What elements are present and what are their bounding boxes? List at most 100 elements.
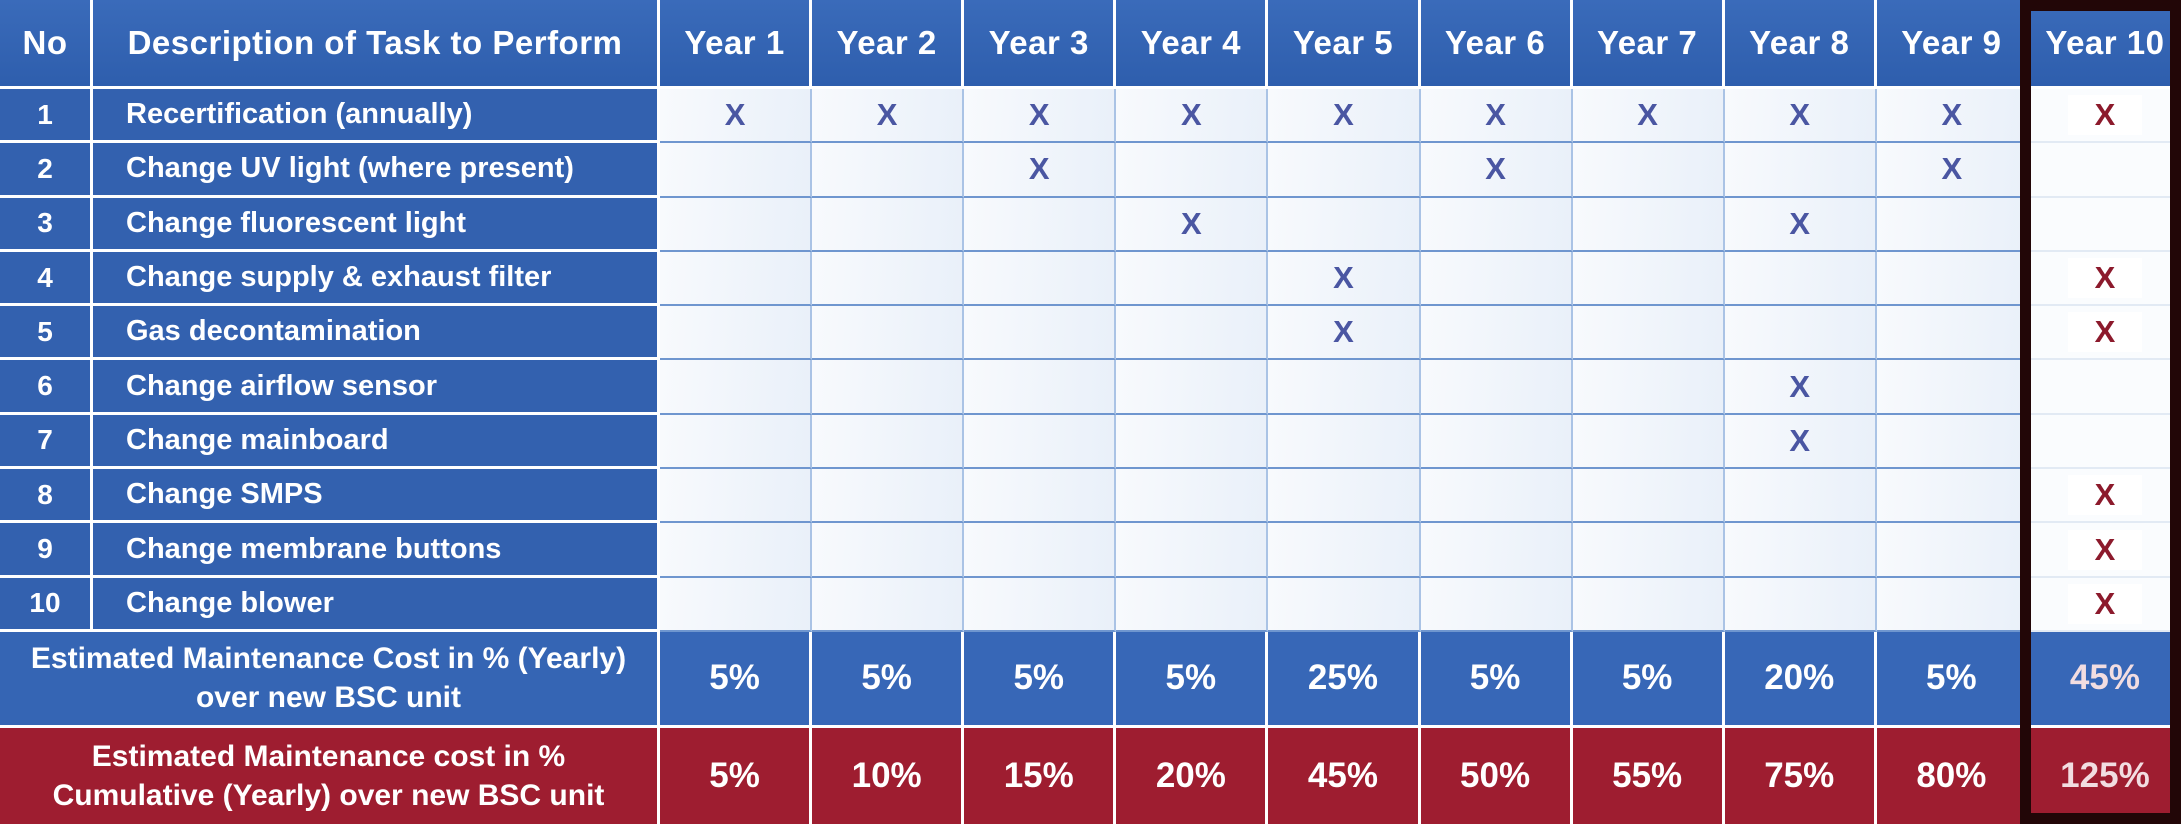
- task-9-year-4-cell: [1116, 523, 1269, 578]
- task-row-number: 7: [0, 414, 93, 470]
- task-row-label: Change UV light (where present): [93, 143, 660, 198]
- task-5-year-10-cell: X: [2028, 306, 2181, 361]
- task-row-label: Change membrane buttons: [93, 523, 660, 578]
- task-9-year-9-cell: [1876, 523, 2029, 578]
- task-2-year-6-cell: X: [1420, 143, 1573, 198]
- task-1-year-4-cell: X: [1116, 89, 1269, 144]
- task-4-year-3-cell: [964, 251, 1117, 307]
- task-3-year-3-cell: [964, 197, 1117, 252]
- task-9-year-6-cell: [1420, 523, 1573, 578]
- task-6-year-1-cell: [660, 360, 813, 415]
- yearly-cost-year-9: 5%: [1876, 631, 2029, 728]
- col-header-year-6: Year 6: [1420, 0, 1573, 89]
- task-3-year-4-cell: X: [1116, 197, 1269, 252]
- yearly-cost-year-5: 25%: [1268, 631, 1421, 728]
- task-9-year-1-cell: [660, 523, 813, 578]
- task-row-number: 4: [0, 251, 93, 307]
- task-2-year-1-cell: [660, 143, 813, 198]
- col-header-year-4: Year 4: [1116, 0, 1269, 89]
- task-6-year-10-cell: [2028, 360, 2181, 415]
- task-9-year-2-cell: [812, 523, 965, 578]
- task-1-year-8-mark: X: [1789, 97, 1811, 133]
- task-8-year-10-cell: X: [2028, 469, 2181, 524]
- task-3-year-5-cell: [1268, 197, 1421, 252]
- col-header-year-1: Year 1: [660, 0, 813, 89]
- task-1-year-10-cell: X: [2028, 89, 2181, 144]
- task-9-year-10-cell: X: [2028, 523, 2181, 578]
- task-3-year-2-cell: [812, 197, 965, 252]
- task-row-label: Change airflow sensor: [93, 360, 660, 415]
- cumulative-cost-year-2: 10%: [812, 727, 965, 824]
- task-6-year-8-cell: X: [1724, 360, 1877, 415]
- task-4-year-5-cell: X: [1268, 251, 1421, 307]
- task-8-year-9-cell: [1876, 469, 2029, 524]
- task-1-year-2-cell: X: [812, 89, 965, 144]
- task-9-year-8-cell: [1724, 523, 1877, 578]
- task-5-year-2-cell: [812, 306, 965, 361]
- task-3-year-7-cell: [1572, 197, 1725, 252]
- task-7-year-4-cell: [1116, 414, 1269, 470]
- task-10-year-2-cell: [812, 577, 965, 632]
- task-7-year-9-cell: [1876, 414, 2029, 470]
- task-3-year-8-mark: X: [1789, 205, 1811, 241]
- task-8-year-3-cell: [964, 469, 1117, 524]
- task-4-year-5-mark: X: [1333, 260, 1354, 296]
- task-9-year-3-cell: [964, 523, 1117, 578]
- task-3-year-4-mark: X: [1181, 205, 1202, 241]
- task-7-year-7-cell: [1572, 414, 1725, 470]
- task-7-year-10-cell: [2028, 414, 2181, 470]
- task-5-year-10-mark: X: [2067, 312, 2143, 353]
- task-2-year-7-cell: [1572, 143, 1725, 198]
- task-8-year-8-cell: [1724, 469, 1877, 524]
- yearly-cost-year-4: 5%: [1116, 631, 1269, 728]
- task-3-year-9-cell: [1876, 197, 2029, 252]
- task-10-year-6-cell: [1420, 577, 1573, 632]
- col-header-year-3: Year 3: [964, 0, 1117, 89]
- task-4-year-10-cell: X: [2028, 251, 2181, 307]
- task-7-year-8-mark: X: [1789, 422, 1811, 458]
- task-row-label: Change blower: [93, 577, 660, 632]
- task-2-year-9-mark: X: [1941, 151, 1963, 187]
- cumulative-cost-year-7: 55%: [1572, 727, 1725, 824]
- task-4-year-10-mark: X: [2067, 258, 2143, 299]
- task-row-label: Recertification (annually): [93, 89, 660, 144]
- task-2-year-6-mark: X: [1485, 151, 1506, 187]
- cumulative-cost-year-1: 5%: [660, 727, 813, 824]
- yearly-cost-year-7: 5%: [1572, 631, 1725, 728]
- task-5-year-7-cell: [1572, 306, 1725, 361]
- task-1-year-10-mark: X: [2067, 95, 2143, 136]
- task-2-year-8-cell: [1724, 143, 1877, 198]
- task-9-year-10-mark: X: [2067, 529, 2143, 570]
- task-4-year-8-cell: [1724, 251, 1877, 307]
- cumulative-cost-year-10: 125%: [2028, 727, 2181, 824]
- task-3-year-8-cell: X: [1724, 197, 1877, 252]
- task-10-year-5-cell: [1268, 577, 1421, 632]
- task-5-year-1-cell: [660, 306, 813, 361]
- col-header-year-5: Year 5: [1268, 0, 1421, 89]
- cumulative-cost-row-label: Estimated Maintenance cost in % Cumulati…: [0, 727, 660, 824]
- task-1-year-1-mark: X: [724, 97, 746, 133]
- yearly-cost-year-1: 5%: [660, 631, 813, 728]
- task-1-year-7-cell: X: [1572, 89, 1725, 144]
- task-5-year-9-cell: [1876, 306, 2029, 361]
- yearly-cost-year-10: 45%: [2028, 631, 2181, 728]
- task-1-year-3-cell: X: [964, 89, 1117, 144]
- task-1-year-6-mark: X: [1485, 97, 1506, 133]
- task-1-year-9-cell: X: [1876, 89, 2029, 144]
- task-10-year-7-cell: [1572, 577, 1725, 632]
- task-2-year-5-cell: [1268, 143, 1421, 198]
- task-1-year-4-mark: X: [1181, 97, 1202, 133]
- task-row-label: Change supply & exhaust filter: [93, 251, 660, 307]
- task-5-year-4-cell: [1116, 306, 1269, 361]
- task-4-year-4-cell: [1116, 251, 1269, 307]
- task-1-year-9-mark: X: [1941, 97, 1963, 133]
- task-10-year-1-cell: [660, 577, 813, 632]
- task-6-year-2-cell: [812, 360, 965, 415]
- task-7-year-2-cell: [812, 414, 965, 470]
- col-header-year-7: Year 7: [1572, 0, 1725, 89]
- yearly-cost-year-8: 20%: [1724, 631, 1877, 728]
- task-2-year-4-cell: [1116, 143, 1269, 198]
- task-6-year-9-cell: [1876, 360, 2029, 415]
